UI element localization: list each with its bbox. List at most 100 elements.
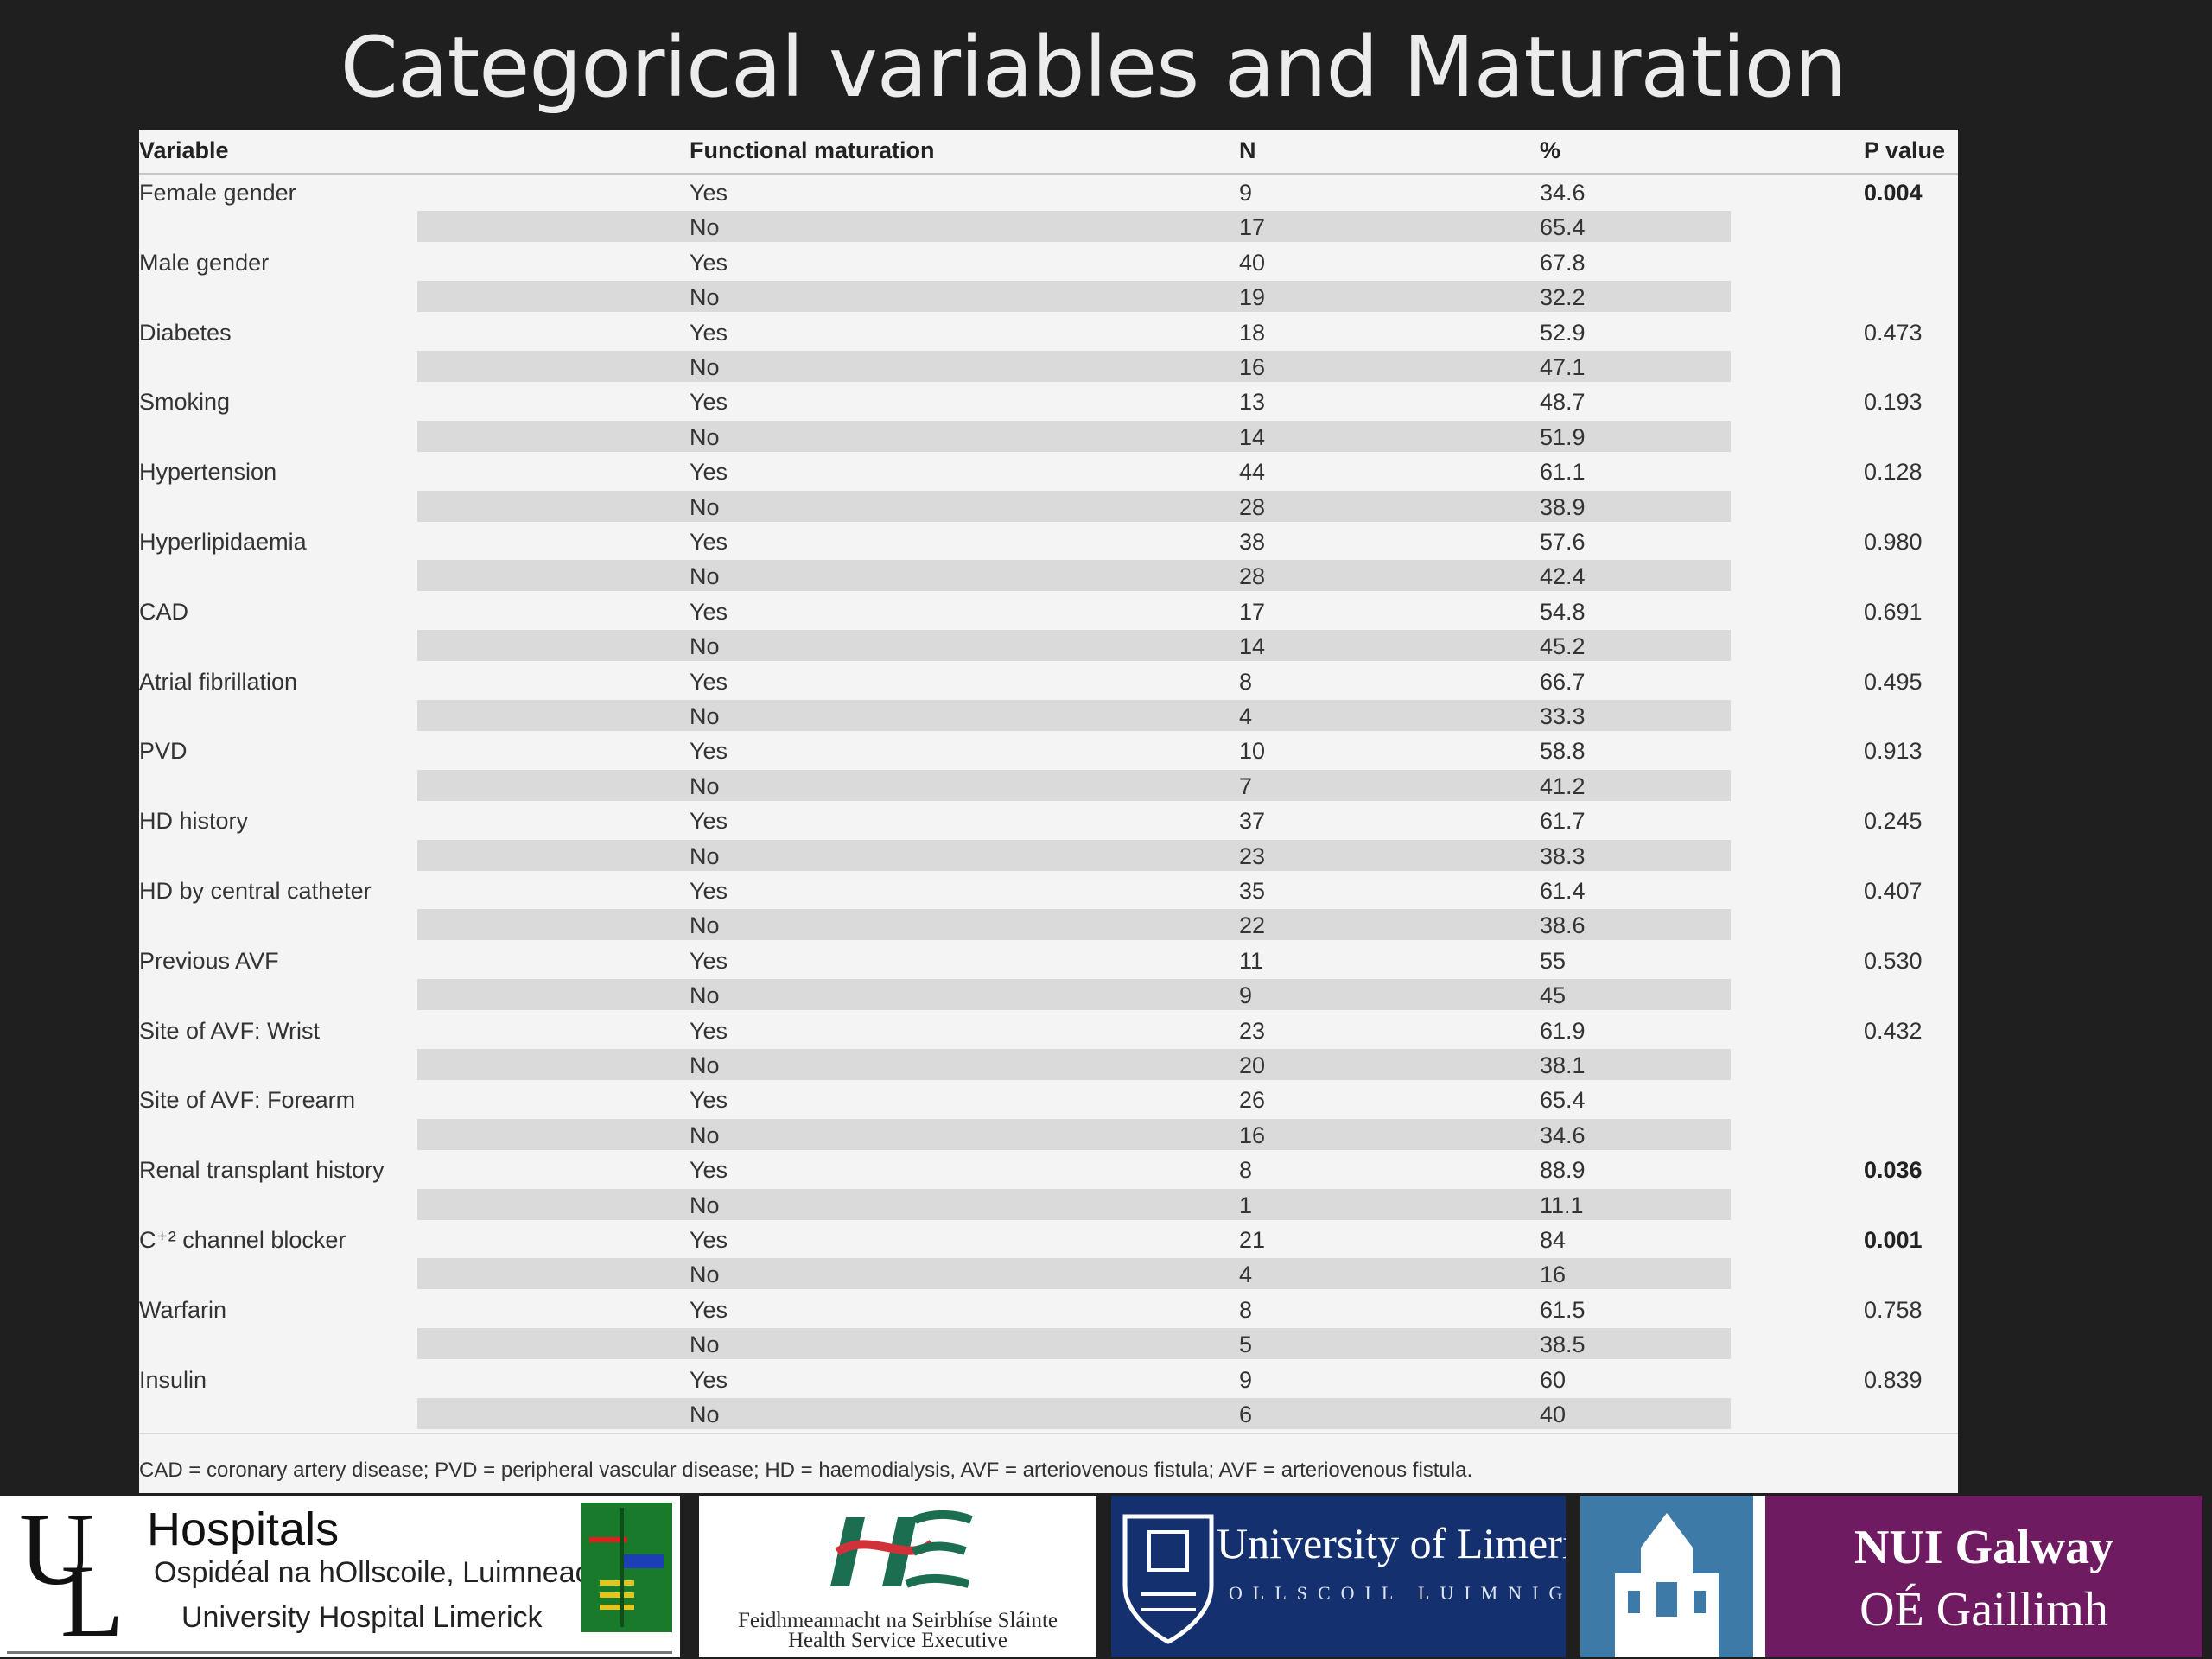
table-row: Hyperlipidaemia Yes 38 57.6 0.980 <box>139 524 1958 558</box>
cell-variable: C⁺² channel blocker <box>139 1227 346 1253</box>
data-table: Variable Functional maturation N % P val… <box>139 130 1958 1493</box>
table-row: CAD Yes 17 54.8 0.691 <box>139 594 1958 628</box>
cell-functional-maturation: Yes <box>690 389 728 416</box>
cell-p-value: 0.691 <box>1864 598 1923 625</box>
table-row: No 22 38.6 <box>139 907 1958 942</box>
row-band <box>417 420 1731 452</box>
cell-variable: Male gender <box>139 249 270 276</box>
cell-p-value: 0.004 <box>1864 180 1923 206</box>
table-row: No 16 34.6 <box>139 1117 1958 1152</box>
table-row: Male gender Yes 40 67.8 <box>139 245 1958 279</box>
table-row: No 5 38.5 <box>139 1326 1958 1361</box>
table-row: Hypertension Yes 44 61.1 0.128 <box>139 454 1958 488</box>
cell-percent: 65.4 <box>1540 1087 1586 1114</box>
limerick-name: University of Limerick <box>1217 1519 1566 1567</box>
hse-mark-icon <box>830 1510 973 1588</box>
cell-functional-maturation: Yes <box>690 1227 728 1253</box>
ul-hospitals-logo: U L Hospitals Ospidéal na hOllscoile, Lu… <box>0 1496 680 1657</box>
table-row: No 14 51.9 <box>139 419 1958 454</box>
cell-percent: 38.1 <box>1540 1052 1586 1078</box>
cell-functional-maturation: No <box>690 1332 720 1358</box>
cell-p-value: 0.245 <box>1864 808 1923 835</box>
cell-percent: 42.4 <box>1540 563 1586 590</box>
table-row: No 1 11.1 <box>139 1187 1958 1222</box>
row-band <box>417 630 1731 662</box>
cell-p-value: 0.980 <box>1864 529 1923 555</box>
cell-p-value: 0.530 <box>1864 947 1923 974</box>
cell-functional-maturation: Yes <box>690 668 728 695</box>
cell-percent: 61.4 <box>1540 878 1586 904</box>
row-band <box>417 281 1731 313</box>
cell-functional-maturation: Yes <box>690 1157 728 1184</box>
cell-percent: 38.3 <box>1540 842 1586 869</box>
ul-english-name: University Hospital Limerick <box>181 1601 543 1634</box>
cell-percent: 58.8 <box>1540 738 1586 765</box>
row-band <box>417 1258 1731 1290</box>
cell-functional-maturation: Yes <box>690 459 728 486</box>
cell-percent: 61.1 <box>1540 459 1586 486</box>
cell-percent: 45 <box>1540 982 1567 1009</box>
row-band <box>417 1328 1731 1360</box>
cell-n: 16 <box>1239 1122 1266 1148</box>
cell-functional-maturation: No <box>690 423 720 450</box>
table-row: C⁺² channel blocker Yes 21 84 0.001 <box>139 1222 1958 1256</box>
table-row: Atrial fibrillation Yes 8 66.7 0.495 <box>139 664 1958 698</box>
cell-percent: 45.2 <box>1540 633 1586 660</box>
cell-p-value: 0.913 <box>1864 738 1923 765</box>
table-row: Diabetes Yes 18 52.9 0.473 <box>139 315 1958 349</box>
cell-percent: 34.6 <box>1540 1122 1586 1148</box>
cell-percent: 41.2 <box>1540 772 1586 799</box>
limerick-irish-name: OLLSCOIL LUIMNIGH <box>1229 1582 1566 1604</box>
cell-n: 22 <box>1239 912 1266 939</box>
header-p-value: P value <box>1864 137 1946 163</box>
ul-hospitals-title: Hospitals <box>147 1503 340 1555</box>
cell-functional-maturation: Yes <box>690 878 728 904</box>
cell-variable: PVD <box>139 738 188 765</box>
cell-functional-maturation: Yes <box>690 1296 728 1323</box>
cell-n: 38 <box>1239 529 1266 555</box>
cell-n: 10 <box>1239 738 1266 765</box>
cell-percent: 66.7 <box>1540 668 1586 695</box>
header-functional-maturation: Functional maturation <box>690 137 935 163</box>
ul-letter-l: L <box>60 1543 124 1657</box>
table-row: No 7 41.2 <box>139 768 1958 803</box>
hse-logo: Feidhmeannacht na Seirbhíse Sláinte Heal… <box>699 1496 1096 1657</box>
cell-variable: Atrial fibrillation <box>139 668 298 695</box>
cell-n: 14 <box>1239 633 1266 660</box>
cell-functional-maturation: Yes <box>690 808 728 835</box>
cell-functional-maturation: No <box>690 842 720 869</box>
cell-variable: Insulin <box>139 1366 207 1393</box>
cell-n: 4 <box>1239 703 1253 729</box>
cell-variable: Hypertension <box>139 459 277 486</box>
row-band <box>417 769 1731 801</box>
sponsor-logo-bar: U L Hospitals Ospidéal na hOllscoile, Lu… <box>0 1493 2212 1659</box>
cell-percent: 40 <box>1540 1402 1567 1427</box>
table-row: Insulin Yes 9 60 0.839 <box>139 1362 1958 1396</box>
cell-percent: 33.3 <box>1540 703 1586 729</box>
slide-title: Categorical variables and Maturation <box>340 19 1847 116</box>
table-row: No 28 38.9 <box>139 489 1958 524</box>
cell-percent: 51.9 <box>1540 423 1586 450</box>
cell-percent: 48.7 <box>1540 389 1586 416</box>
cell-percent: 61.9 <box>1540 1017 1586 1044</box>
cell-n: 23 <box>1239 842 1266 869</box>
cell-functional-maturation: No <box>690 1122 720 1148</box>
cell-percent: 60 <box>1540 1366 1567 1393</box>
cell-functional-maturation: Yes <box>690 947 728 974</box>
cell-functional-maturation: Yes <box>690 1366 728 1393</box>
cell-functional-maturation: No <box>690 703 720 729</box>
cell-n: 21 <box>1239 1227 1266 1253</box>
cell-functional-maturation: Yes <box>690 319 728 346</box>
hse-irish-name: Feidhmeannacht na Seirbhíse Sláinte <box>737 1609 1058 1632</box>
cell-n: 8 <box>1239 1157 1253 1184</box>
cell-n: 16 <box>1239 354 1266 380</box>
table-row: Female gender Yes 9 34.6 0.004 <box>139 175 1958 209</box>
row-band <box>417 1049 1731 1080</box>
cell-variable: Female gender <box>139 180 296 206</box>
cell-percent: 65.4 <box>1540 214 1586 241</box>
cell-p-value: 0.758 <box>1864 1296 1923 1323</box>
cell-p-value: 0.036 <box>1864 1157 1923 1184</box>
cell-n: 17 <box>1239 598 1266 625</box>
cell-functional-maturation: No <box>690 633 720 660</box>
cell-n: 6 <box>1239 1402 1253 1427</box>
